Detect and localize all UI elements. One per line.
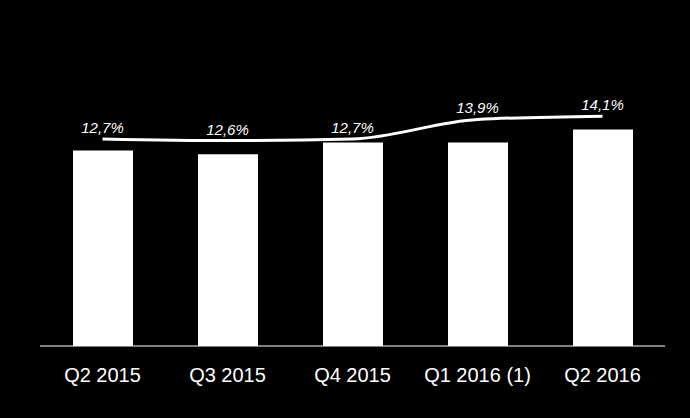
svg-text:14,1%: 14,1% — [581, 96, 624, 113]
svg-text:Q2 2016: Q2 2016 — [564, 364, 641, 386]
svg-text:Q1 2016 (1): Q1 2016 (1) — [424, 364, 531, 386]
svg-text:Q3 2015: Q3 2015 — [189, 364, 266, 386]
svg-text:Q4 2015: Q4 2015 — [314, 364, 391, 386]
svg-text:13,9%: 13,9% — [456, 99, 499, 116]
svg-text:12,7%: 12,7% — [331, 119, 374, 136]
svg-text:12,7%: 12,7% — [81, 119, 124, 136]
svg-text:Q2 2015: Q2 2015 — [64, 364, 141, 386]
svg-text:12,6%: 12,6% — [206, 121, 249, 138]
